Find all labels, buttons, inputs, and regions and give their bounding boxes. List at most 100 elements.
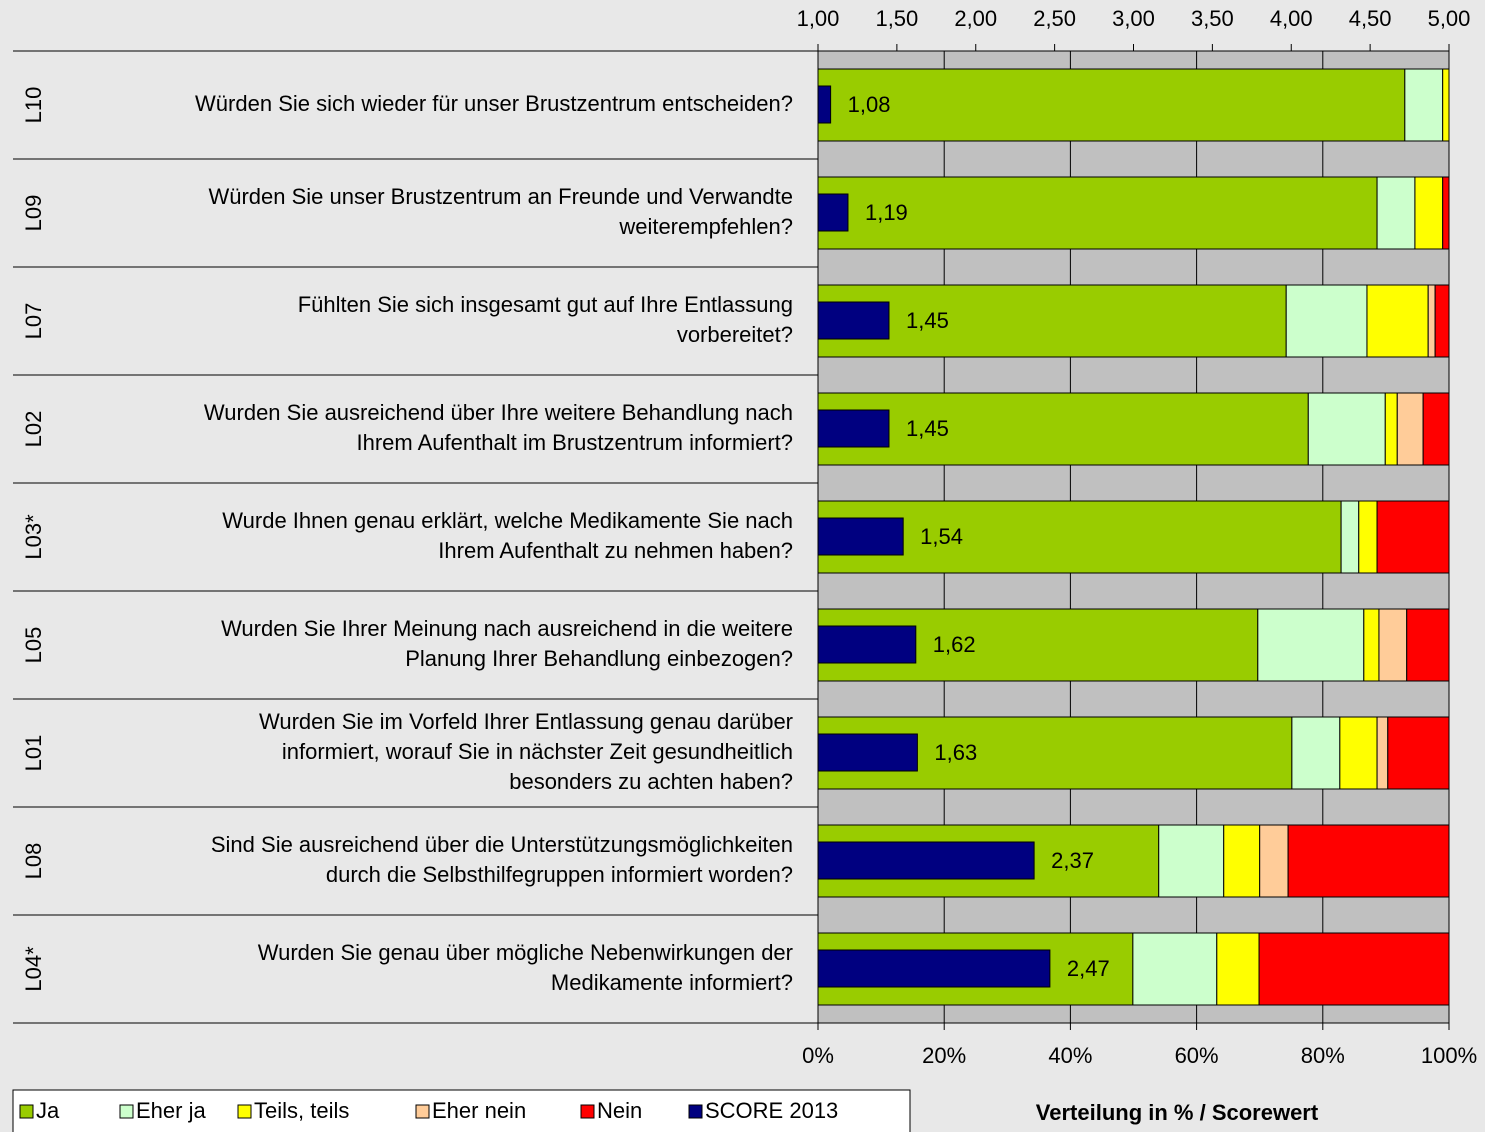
bar-segment (1363, 608, 1380, 682)
bar-segment (1366, 284, 1429, 358)
bar-segment (1434, 284, 1450, 358)
row-code: L10 (21, 87, 46, 124)
x2-tick-label: 5,00 (1428, 6, 1471, 31)
question: durch die Selbsthilfegruppen informiert … (326, 862, 793, 887)
row-code: L08 (21, 843, 46, 880)
score-label: 1,45 (906, 416, 949, 441)
question: Wurden Sie Ihrer Meinung nach ausreichen… (221, 616, 793, 641)
bar-segment (1158, 824, 1225, 898)
question: besonders zu achten haben? (509, 769, 793, 794)
bar-segment (1223, 824, 1261, 898)
bar-segment (1307, 392, 1386, 466)
row-code: L01 (21, 735, 46, 772)
question: Medikamente informiert? (551, 970, 793, 995)
score-bar (817, 841, 1035, 880)
legend-label: Ja (36, 1098, 60, 1123)
legend-swatch (237, 1104, 252, 1119)
bar-segment (1216, 932, 1260, 1006)
score-label: 1,62 (933, 632, 976, 657)
bar-segment (1132, 932, 1218, 1006)
bar-segment (1378, 608, 1408, 682)
score-bar (817, 193, 849, 232)
score-bar (817, 517, 904, 556)
legend-box (12, 1089, 911, 1132)
bar-segment (1427, 284, 1436, 358)
question: Würden Sie unser Brustzentrum an Freunde… (208, 184, 793, 209)
bar-segment (1406, 608, 1450, 682)
bar-segment (1285, 284, 1368, 358)
bar-segment (1339, 716, 1378, 790)
legend-label: Nein (597, 1098, 642, 1123)
x2-tick-label: 4,50 (1349, 6, 1392, 31)
question: informiert, worauf Sie in nächster Zeit … (282, 739, 793, 764)
bar-segment (1340, 500, 1360, 574)
legend-swatch (19, 1104, 34, 1119)
question: Ihrem Aufenthalt im Brustzentrum informi… (357, 430, 794, 455)
score-label: 1,08 (848, 92, 891, 117)
question: vorbereitet? (677, 322, 793, 347)
row-code: L05 (21, 627, 46, 664)
bar-segment (1257, 608, 1365, 682)
score-bar (817, 85, 832, 124)
bar-segment (1259, 824, 1289, 898)
bar-segment (1287, 824, 1450, 898)
score-label: 2,37 (1051, 848, 1094, 873)
score-bar (817, 409, 890, 448)
row-code: L07 (21, 303, 46, 340)
score-bar (817, 949, 1051, 988)
x2-tick-label: 2,50 (1033, 6, 1076, 31)
bar-segment (1442, 68, 1450, 142)
bar-segment (1376, 176, 1416, 250)
bar-segment (1376, 500, 1450, 574)
bar-segment (1404, 68, 1444, 142)
score-label: 1,54 (920, 524, 963, 549)
row-code: L04* (21, 946, 46, 992)
legend-swatch (580, 1104, 595, 1119)
x-tick-label: 20% (922, 1043, 966, 1068)
score-bar (817, 625, 917, 664)
question: Fühlten Sie sich insgesamt gut auf Ihre … (298, 292, 793, 317)
legend-label: Eher ja (136, 1098, 206, 1123)
question: Wurden Sie genau über mögliche Nebenwirk… (258, 940, 793, 965)
score-bar (817, 301, 890, 340)
bar-segment (1387, 716, 1450, 790)
question: Ihrem Aufenthalt zu nehmen haben? (438, 538, 793, 563)
legend-swatch (119, 1104, 134, 1119)
score-label: 2,47 (1067, 956, 1110, 981)
x2-tick-label: 1,50 (875, 6, 918, 31)
bar-segment (817, 68, 1406, 142)
bar-segment (1422, 392, 1450, 466)
bar-segment (817, 176, 1378, 250)
question: Wurden Sie ausreichend über Ihre weitere… (204, 400, 793, 425)
score-label: 1,45 (906, 308, 949, 333)
score-label: 1,19 (865, 200, 908, 225)
bar-segment (1442, 176, 1450, 250)
x-tick-label: 100% (1421, 1043, 1477, 1068)
x2-tick-label: 3,00 (1112, 6, 1155, 31)
x2-tick-label: 2,00 (954, 6, 997, 31)
bar-segment (1414, 176, 1444, 250)
question: Wurde Ihnen genau erklärt, welche Medika… (222, 508, 793, 533)
bar-segment (817, 284, 1287, 358)
x-tick-label: 40% (1048, 1043, 1092, 1068)
question: Planung Ihrer Behandlung einbezogen? (405, 646, 793, 671)
row-code: L02 (21, 411, 46, 448)
bar-segment (1384, 392, 1398, 466)
legend-swatch (688, 1104, 703, 1119)
legend-label: Teils, teils (254, 1098, 349, 1123)
axis-label: Verteilung in % / Scorewert (1036, 1100, 1319, 1125)
question: Würden Sie sich wieder für unser Brustze… (195, 91, 793, 116)
row-code: L03* (21, 514, 46, 560)
bar-segment (817, 392, 1309, 466)
legend-label: Eher nein (432, 1098, 526, 1123)
row-code: L09 (21, 195, 46, 232)
bar-segment (1376, 716, 1389, 790)
question: Wurden Sie im Vorfeld Ihrer Entlassung g… (259, 709, 793, 734)
x2-tick-label: 4,00 (1270, 6, 1313, 31)
bar-segment (1258, 932, 1450, 1006)
bar-segment (1358, 500, 1378, 574)
x-tick-label: 60% (1175, 1043, 1219, 1068)
bar-segment (1396, 392, 1424, 466)
x2-tick-label: 1,00 (797, 6, 840, 31)
